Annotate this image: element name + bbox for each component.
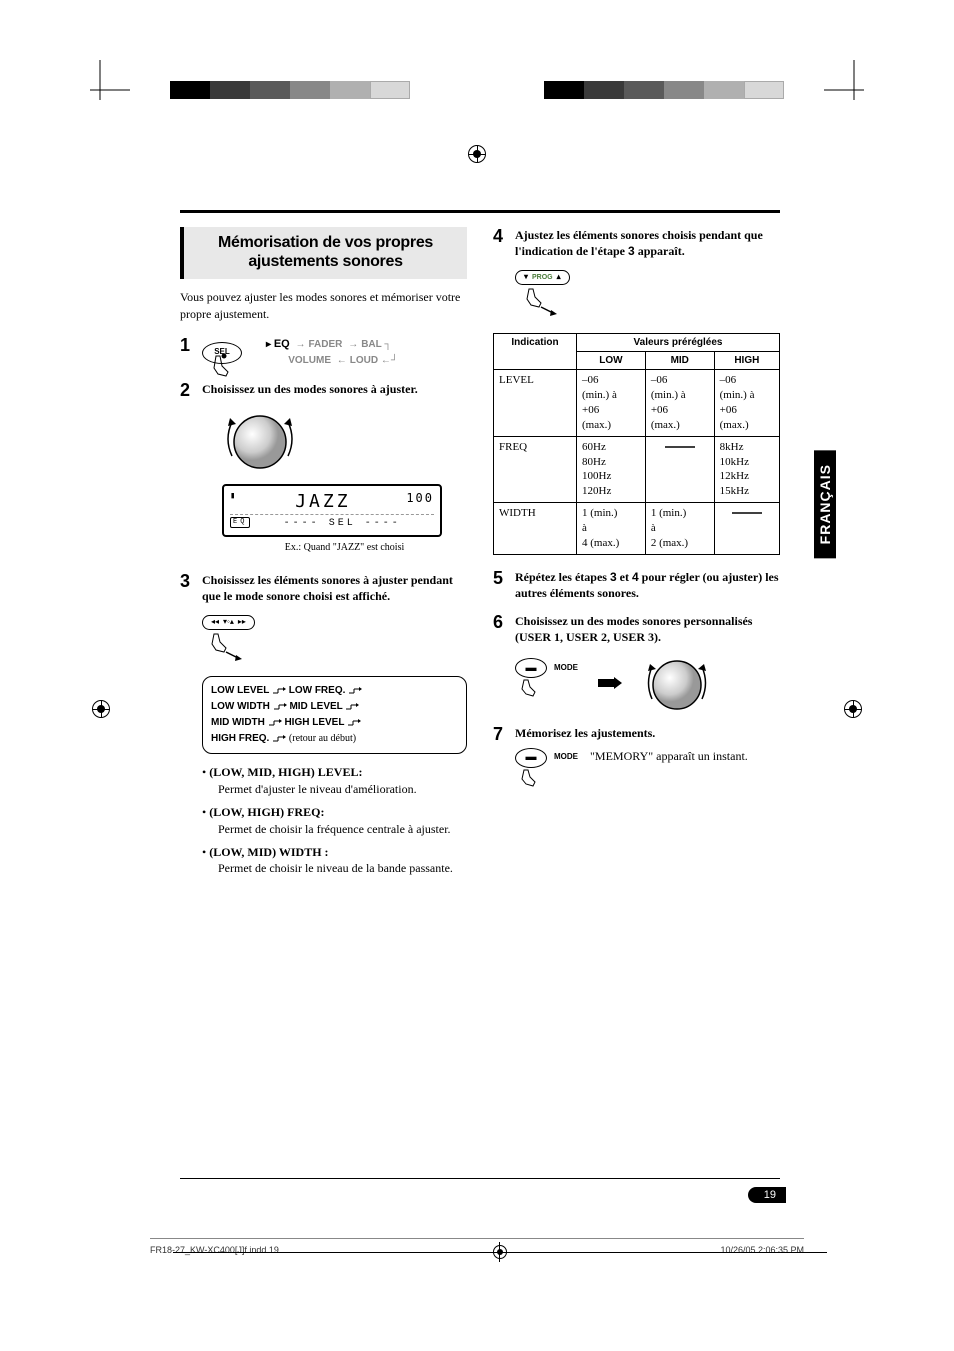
step-number: 6: [493, 613, 515, 713]
step-number: 5: [493, 569, 515, 601]
step-2-text: Choisissez un des modes sonores à ajuste…: [202, 382, 418, 396]
memory-text: "MEMORY" apparaît un instant.: [590, 748, 748, 798]
step-2: 2 Choisissez un des modes sonores à ajus…: [180, 381, 467, 560]
finger-icon: [519, 678, 547, 704]
dial-icon: [642, 653, 712, 713]
lcd-caption: Ex.: Quand "JAZZ" est choisi: [222, 541, 467, 555]
sequence-box: LOW LEVEL LOW FREQ. LOW WIDTH MID LEVEL …: [202, 676, 467, 754]
top-rule: [180, 210, 780, 213]
step-3: 3 Choisissez les éléments sonores à ajus…: [180, 572, 467, 883]
right-column: 4 Ajustez les éléments sonores choisis p…: [493, 227, 780, 895]
footer: FR18-27_KW-XC400[J]f.indd 19 10/26/05 2:…: [150, 1238, 804, 1259]
step-5: 5 Répétez les étapes 3 et 4 pour régler …: [493, 569, 780, 601]
step-7: 7 Mémorisez les ajustements. ▬ MODE: [493, 725, 780, 797]
bottom-rule: [180, 1178, 780, 1179]
step-number: 2: [180, 381, 202, 560]
prog-button: ▾ PROG ▴: [515, 270, 570, 285]
step-number: 7: [493, 725, 515, 797]
registration-mark-top: [468, 145, 486, 163]
mode-button: ▬: [515, 658, 547, 678]
table-row: WIDTH 1 (min.)à4 (max.) 1 (min.)à2 (max.…: [494, 503, 780, 555]
step-6: 6 Choisissez un des modes sonores person…: [493, 613, 780, 713]
dial-icon: [222, 404, 302, 474]
table-row: LEVEL –06(min.) à+06(max.) –06(min.) à+0…: [494, 370, 780, 436]
page-content: Mémorisation de vos propres ajustements …: [180, 210, 780, 895]
left-column: Mémorisation de vos propres ajustements …: [180, 227, 467, 895]
step-number: 3: [180, 572, 202, 883]
title-text: Mémorisation de vos propres ajustements …: [194, 233, 457, 271]
registration-mark-right: [844, 700, 862, 718]
bullet-list: • (LOW, MID, HIGH) LEVEL: Permet d'ajust…: [202, 764, 467, 877]
finger-icon: [208, 354, 238, 384]
registration-mark-footer: [493, 1245, 507, 1259]
crop-marks-top: [0, 60, 954, 120]
step-1: 1 SEL ▸ EQ: [180, 336, 467, 370]
track-nav-button: ◂◂▾◦▴▸▸: [202, 615, 255, 630]
step-3-text: Choisissez les éléments sonores à ajuste…: [202, 573, 453, 603]
language-tab: FRANÇAIS: [814, 450, 836, 558]
calibration-blocks-right: [544, 81, 784, 99]
lcd-display: ▮ JAZZ 100 EQ ---- SEL ----: [222, 484, 442, 537]
step-4: 4 Ajustez les éléments sonores choisis p…: [493, 227, 780, 321]
mode-button: ▬: [515, 748, 547, 768]
finger-icon: [519, 768, 547, 794]
calibration-blocks-left: [170, 81, 410, 99]
finger-icon: [208, 632, 242, 662]
page-number: 19: [748, 1187, 786, 1203]
preset-table: Indication Valeurs préréglées LOW MID HI…: [493, 333, 780, 554]
registration-mark-left: [92, 700, 110, 718]
intro-text: Vous pouvez ajuster les modes sonores et…: [180, 289, 467, 321]
step-number: 1: [180, 336, 202, 370]
crop-mark-left: [90, 60, 430, 120]
crop-mark-right: [524, 60, 864, 120]
section-title: Mémorisation de vos propres ajustements …: [180, 227, 467, 279]
step-number: 4: [493, 227, 515, 321]
arrow-right-icon: [598, 677, 622, 689]
finger-icon: [523, 287, 557, 317]
flow-diagram: ▸ EQ →FADER →BAL ┐ VOLUME ←LOUD ←┘: [266, 336, 398, 370]
table-row: FREQ 60Hz80Hz100Hz120Hz 8kHz10kHz12kHz15…: [494, 436, 780, 502]
